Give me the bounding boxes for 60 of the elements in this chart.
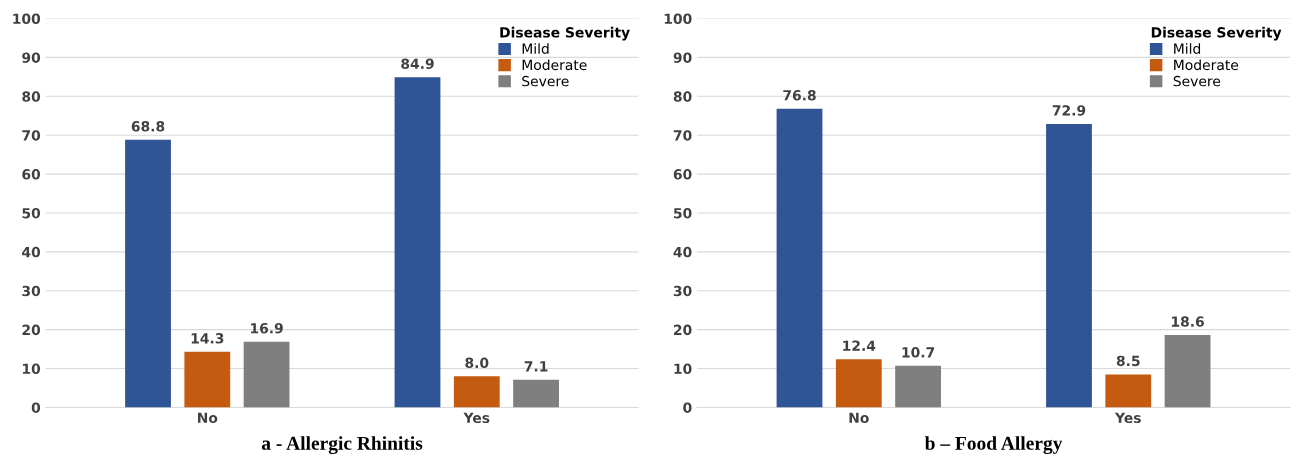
y-tick-label: 90	[22, 52, 41, 63]
bar	[776, 108, 823, 408]
y-tick-label: 50	[22, 207, 41, 219]
text: a - Allergic Rhinitis	[261, 436, 423, 454]
x-tick-label: No	[849, 412, 869, 424]
data-label: 10.7	[902, 347, 935, 358]
data-label: 76.8	[783, 90, 816, 101]
y-tick-label: 60	[673, 169, 692, 180]
legend-title: Disease Severity	[500, 26, 630, 41]
y-tick-label: 40	[22, 246, 41, 258]
bar	[243, 341, 290, 408]
x-tick-label: No	[197, 412, 218, 424]
bar	[394, 77, 441, 408]
y-tick-label: 100	[13, 13, 41, 24]
y-tick-label: 10	[22, 363, 41, 375]
bar	[125, 139, 171, 408]
y-tick-label: 80	[673, 91, 692, 102]
data-label: 18.6	[1172, 316, 1204, 327]
legend-label: Severe	[1173, 75, 1221, 87]
bar	[1105, 374, 1152, 408]
legend-label: Moderate	[522, 59, 587, 71]
y-tick-label: 50	[673, 207, 692, 219]
bar	[453, 376, 500, 408]
data-label: 12.4	[843, 340, 876, 351]
data-label: 68.8	[131, 121, 165, 132]
y-tick-label: 70	[22, 130, 41, 141]
data-label: 14.3	[191, 333, 224, 344]
data-label: 72.9	[1052, 105, 1086, 116]
data-label: 84.9	[401, 58, 434, 69]
legend-label: Moderate	[1174, 59, 1239, 71]
y-tick-label: 30	[22, 285, 41, 297]
data-label: 8.5	[1116, 355, 1140, 367]
bar	[835, 359, 882, 408]
y-tick-label: 90	[673, 52, 692, 63]
text: b – Food Allergy	[924, 436, 1063, 454]
y-tick-label: 0	[683, 402, 692, 413]
y-tick-label: 10	[674, 363, 692, 375]
y-tick-label: 80	[22, 91, 41, 102]
bar	[513, 379, 559, 408]
y-tick-label: 40	[673, 246, 692, 258]
x-tick-label: Yes	[463, 412, 490, 424]
legend-label: Severe	[522, 75, 569, 87]
y-tick-label: 70	[673, 130, 692, 141]
y-tick-label: 30	[673, 285, 692, 297]
legend-title: Disease Severity	[1151, 26, 1282, 41]
bar	[1164, 335, 1211, 408]
y-tick-label: 60	[22, 169, 41, 180]
x-tick-label: Yes	[1114, 412, 1141, 424]
data-label: 8.0	[465, 357, 489, 369]
bar	[184, 351, 231, 408]
bar	[1046, 123, 1092, 408]
y-tick-label: 100	[664, 13, 692, 24]
data-label: 16.9	[251, 322, 283, 334]
y-tick-label: 20	[674, 324, 692, 336]
data-label: 7.1	[524, 361, 548, 372]
y-tick-label: 20	[22, 324, 41, 336]
legend-label: Mild	[1174, 43, 1201, 54]
y-tick-label: 0	[31, 402, 41, 413]
bar	[895, 365, 941, 408]
legend-label: Mild	[522, 43, 549, 54]
